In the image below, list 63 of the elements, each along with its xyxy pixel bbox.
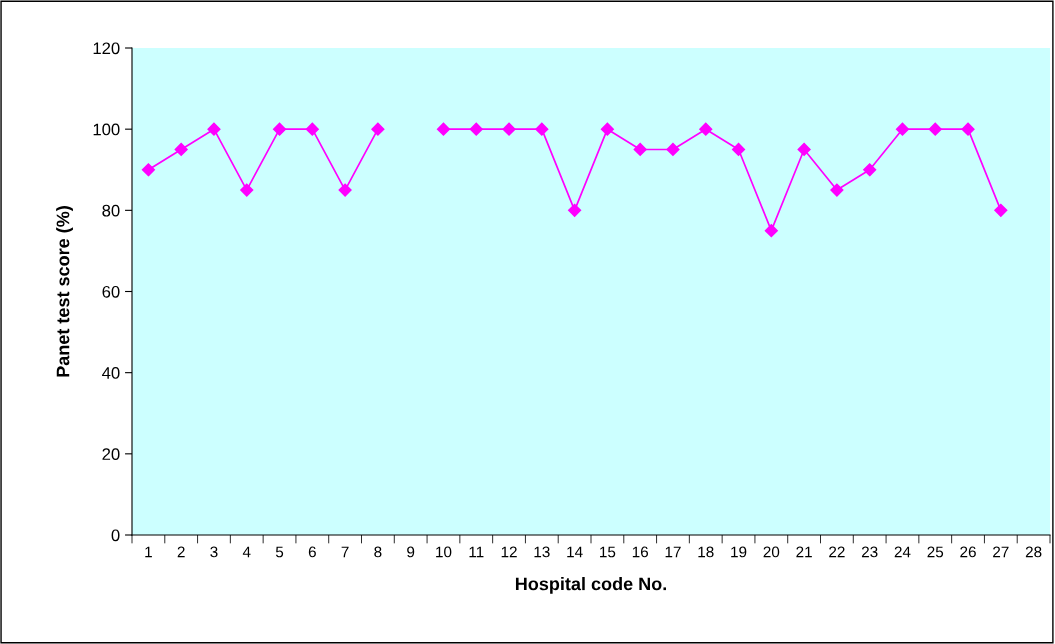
point bbox=[141, 163, 155, 177]
x-tick-label: 13 bbox=[534, 546, 550, 558]
point bbox=[633, 142, 647, 157]
x-tick-label: 17 bbox=[665, 546, 681, 558]
x-tick-label: 10 bbox=[436, 546, 452, 558]
x-tick-label: 21 bbox=[796, 546, 812, 558]
x-tick-label: 16 bbox=[632, 546, 648, 558]
point bbox=[895, 122, 910, 136]
y-tick-label: 0 bbox=[111, 529, 120, 542]
point bbox=[797, 142, 811, 157]
point bbox=[436, 122, 451, 136]
point bbox=[371, 122, 385, 136]
point bbox=[338, 183, 352, 197]
x-tick-label: 5 bbox=[275, 546, 284, 558]
x-tick-label: 9 bbox=[407, 546, 415, 558]
x-tick-label: 18 bbox=[698, 546, 714, 558]
x-tick-label: 3 bbox=[210, 546, 218, 558]
x-tick-label: 6 bbox=[308, 546, 316, 558]
x-tick-label: 1 bbox=[145, 546, 152, 558]
point bbox=[764, 224, 778, 238]
point bbox=[830, 183, 844, 197]
x-tick-label: 22 bbox=[829, 546, 845, 558]
point bbox=[568, 203, 582, 217]
x-tick-label: 7 bbox=[341, 546, 349, 558]
x-tick-label: 2 bbox=[177, 546, 185, 558]
y-tick-label: 100 bbox=[93, 123, 120, 136]
point bbox=[535, 122, 549, 136]
point bbox=[863, 163, 877, 177]
y-tick-label: 80 bbox=[102, 204, 120, 217]
x-tick-label: 8 bbox=[374, 546, 382, 558]
point bbox=[174, 142, 188, 157]
x-tick-label: 4 bbox=[242, 546, 251, 558]
y-tick-label: 60 bbox=[102, 285, 120, 298]
point bbox=[961, 122, 975, 136]
point bbox=[600, 122, 614, 136]
y-axis-title: Panet test score (%) bbox=[56, 206, 73, 377]
point bbox=[207, 122, 221, 136]
x-axis-title: Hospital code No. bbox=[515, 577, 667, 594]
x-tick-label: 26 bbox=[960, 546, 976, 558]
x-tick-label: 19 bbox=[731, 546, 747, 558]
point bbox=[469, 122, 483, 136]
point bbox=[928, 122, 942, 136]
point bbox=[272, 122, 287, 136]
y-tick-label: 20 bbox=[102, 448, 120, 461]
y-tick-label: 120 bbox=[93, 42, 120, 55]
x-tick-label: 20 bbox=[763, 546, 780, 558]
x-tick-label: 25 bbox=[927, 546, 944, 558]
x-tick-label: 15 bbox=[600, 546, 616, 558]
point bbox=[502, 122, 516, 136]
x-tick-label: 27 bbox=[993, 546, 1009, 558]
point bbox=[666, 142, 680, 157]
x-tick-label: 12 bbox=[501, 546, 517, 558]
x-tick-label: 24 bbox=[894, 546, 911, 558]
point bbox=[699, 122, 713, 136]
x-tick-label: 28 bbox=[1025, 546, 1042, 558]
point bbox=[240, 183, 254, 197]
x-tick-label: 23 bbox=[861, 546, 878, 558]
point bbox=[305, 122, 319, 136]
point bbox=[731, 142, 746, 157]
x-tick-label: 11 bbox=[469, 546, 484, 558]
y-tick-label: 40 bbox=[102, 367, 120, 379]
point bbox=[994, 203, 1008, 217]
x-tick-label: 14 bbox=[567, 546, 583, 558]
